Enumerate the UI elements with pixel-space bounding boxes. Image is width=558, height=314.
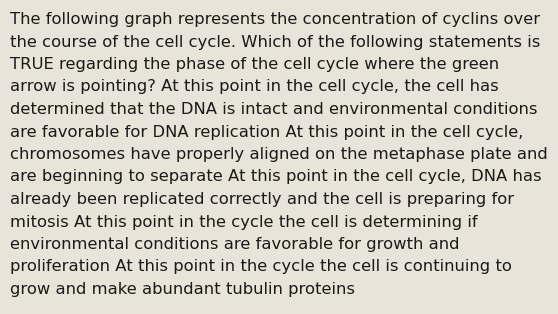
Text: proliferation At this point in the cycle the cell is continuing to: proliferation At this point in the cycle… — [10, 259, 512, 274]
Text: arrow is pointing? At this point in the cell cycle, the cell has: arrow is pointing? At this point in the … — [10, 79, 499, 95]
Text: grow and make abundant tubulin proteins: grow and make abundant tubulin proteins — [10, 282, 355, 297]
Text: chromosomes have properly aligned on the metaphase plate and: chromosomes have properly aligned on the… — [10, 147, 548, 162]
Text: are beginning to separate At this point in the cell cycle, DNA has: are beginning to separate At this point … — [10, 170, 542, 185]
Text: environmental conditions are favorable for growth and: environmental conditions are favorable f… — [10, 237, 459, 252]
Text: mitosis At this point in the cycle the cell is determining if: mitosis At this point in the cycle the c… — [10, 214, 478, 230]
Text: are favorable for DNA replication At this point in the cell cycle,: are favorable for DNA replication At thi… — [10, 124, 523, 139]
Text: already been replicated correctly and the cell is preparing for: already been replicated correctly and th… — [10, 192, 514, 207]
Text: The following graph represents the concentration of cyclins over: The following graph represents the conce… — [10, 12, 540, 27]
Text: TRUE regarding the phase of the cell cycle where the green: TRUE regarding the phase of the cell cyc… — [10, 57, 499, 72]
Text: the course of the cell cycle. Which of the following statements is: the course of the cell cycle. Which of t… — [10, 35, 540, 50]
Text: determined that the DNA is intact and environmental conditions: determined that the DNA is intact and en… — [10, 102, 537, 117]
